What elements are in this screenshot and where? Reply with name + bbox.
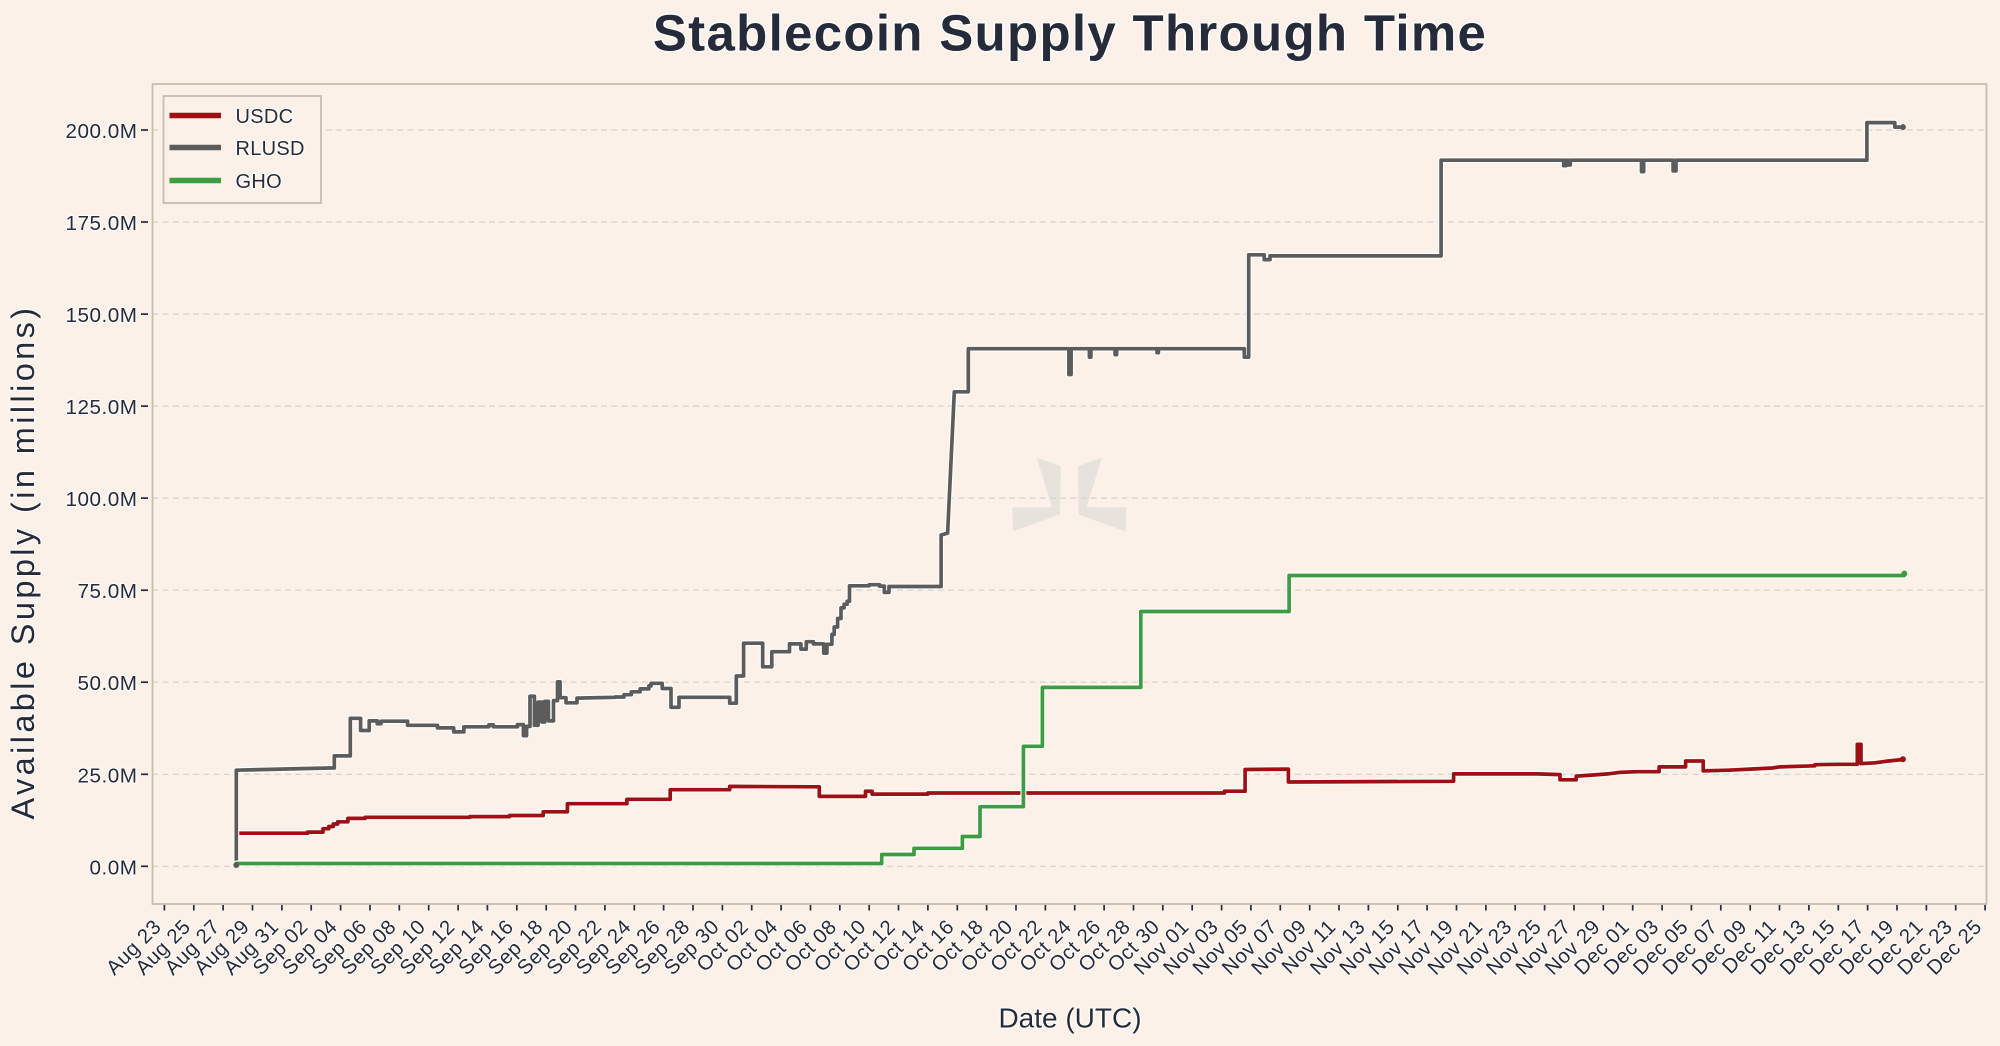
svg-text:150.0M: 150.0M [65,304,137,327]
svg-text:200.0M: 200.0M [65,120,137,143]
svg-text:GHO: GHO [236,171,282,193]
svg-text:USDC: USDC [236,106,294,128]
svg-text:50.0M: 50.0M [78,672,138,695]
svg-text:0.0M: 0.0M [90,856,138,879]
svg-text:75.0M: 75.0M [78,580,138,603]
svg-text:125.0M: 125.0M [65,396,137,419]
svg-text:25.0M: 25.0M [78,764,138,787]
svg-text:Stablecoin Supply Through Time: Stablecoin Supply Through Time [653,5,1487,62]
svg-text:Date (UTC): Date (UTC) [998,1003,1141,1034]
svg-text:Available Supply (in millions): Available Supply (in millions) [5,304,41,819]
svg-text:100.0M: 100.0M [65,488,137,511]
svg-text:175.0M: 175.0M [65,212,137,235]
svg-text:RLUSD: RLUSD [236,138,305,160]
